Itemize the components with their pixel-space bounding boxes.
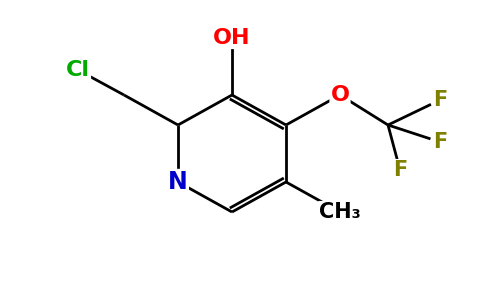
Text: F: F — [393, 160, 407, 180]
Text: Cl: Cl — [66, 60, 90, 80]
Text: N: N — [168, 170, 188, 194]
Text: CH₃: CH₃ — [319, 202, 361, 222]
Text: F: F — [433, 90, 447, 110]
Text: OH: OH — [213, 28, 251, 48]
Text: O: O — [331, 85, 349, 105]
Text: F: F — [433, 132, 447, 152]
